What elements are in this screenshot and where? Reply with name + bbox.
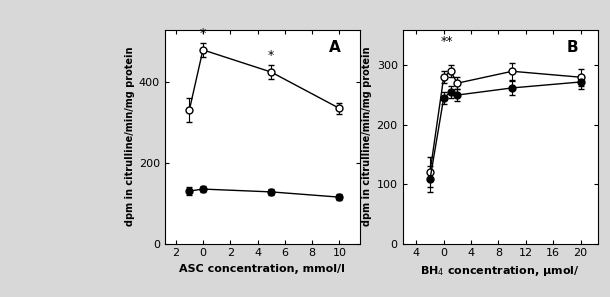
Text: **: ** [441,34,453,48]
X-axis label: ASC concentration, mmol/l: ASC concentration, mmol/l [179,264,345,274]
Text: A: A [329,40,340,56]
Text: *: * [268,49,274,62]
Text: *: * [200,27,206,40]
X-axis label: BH$_4$ concentration, μmol/: BH$_4$ concentration, μmol/ [420,264,580,278]
Y-axis label: dpm in citrulline/min/mg protein: dpm in citrulline/min/mg protein [362,47,373,226]
Text: B: B [567,40,578,56]
Y-axis label: dpm in citrulline/min/mg protein: dpm in citrulline/min/mg protein [124,47,135,226]
